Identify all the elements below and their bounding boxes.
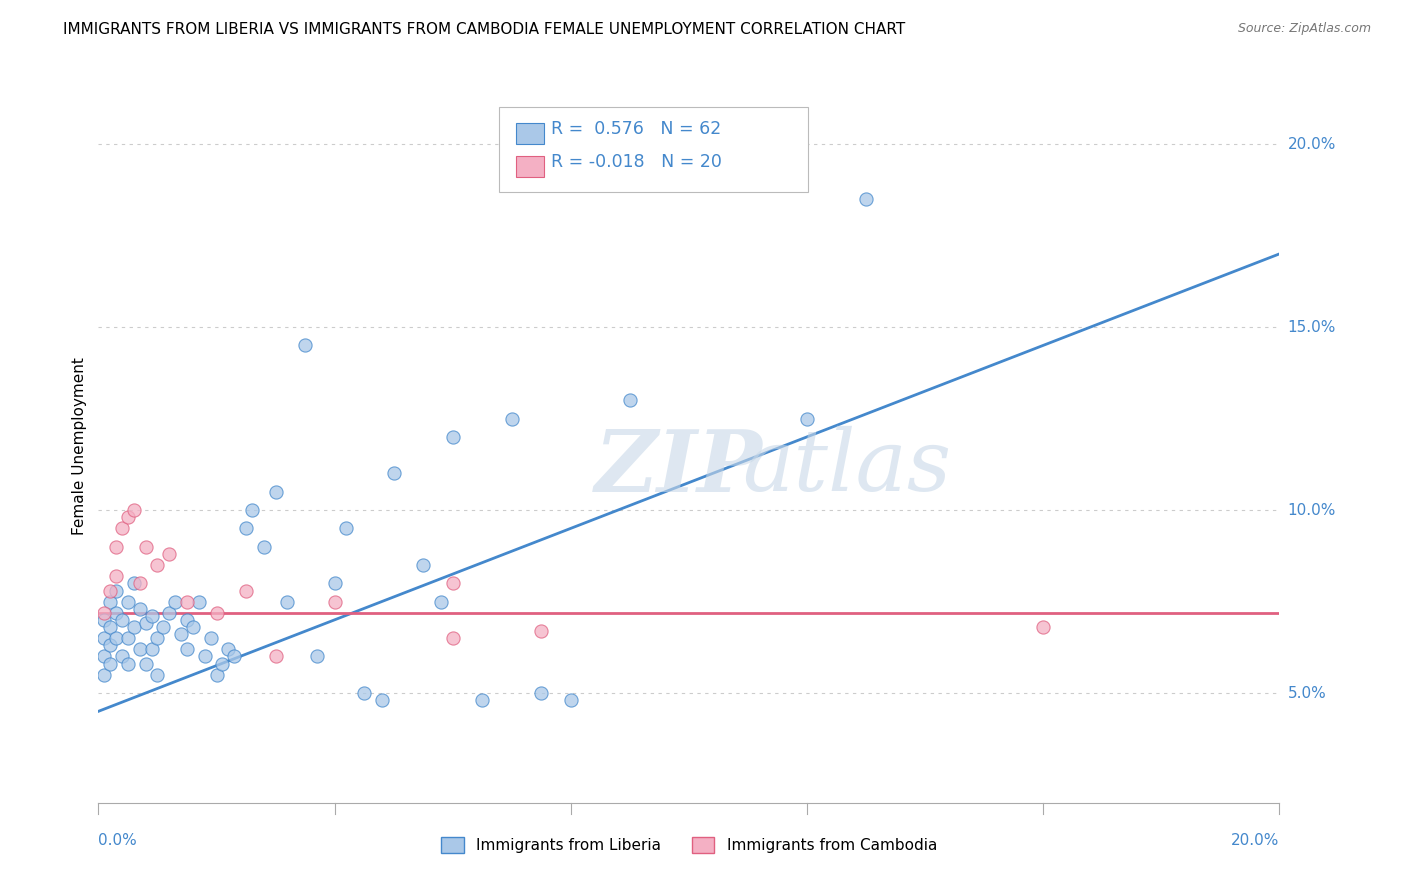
Text: 20.0%: 20.0% bbox=[1232, 833, 1279, 848]
Point bbox=[93, 667, 115, 681]
Point bbox=[117, 594, 139, 608]
Point bbox=[141, 609, 163, 624]
Point bbox=[264, 484, 287, 499]
Point bbox=[146, 558, 169, 572]
Point bbox=[181, 620, 204, 634]
Point bbox=[441, 631, 464, 645]
Point bbox=[176, 594, 198, 608]
Text: IMMIGRANTS FROM LIBERIA VS IMMIGRANTS FROM CAMBODIA FEMALE UNEMPLOYMENT CORRELAT: IMMIGRANTS FROM LIBERIA VS IMMIGRANTS FR… bbox=[63, 22, 905, 37]
Point bbox=[211, 657, 233, 671]
Point bbox=[441, 430, 464, 444]
Point bbox=[117, 510, 139, 524]
Point bbox=[205, 667, 228, 681]
Point bbox=[135, 540, 157, 554]
Point bbox=[530, 624, 553, 638]
Text: 20.0%: 20.0% bbox=[1288, 136, 1336, 152]
Point bbox=[353, 686, 375, 700]
Point bbox=[146, 631, 169, 645]
Point bbox=[105, 540, 128, 554]
Point bbox=[224, 649, 246, 664]
Point bbox=[146, 667, 169, 681]
Point bbox=[135, 616, 157, 631]
Point bbox=[235, 521, 257, 535]
Point bbox=[205, 606, 228, 620]
Legend: Immigrants from Liberia, Immigrants from Cambodia: Immigrants from Liberia, Immigrants from… bbox=[434, 831, 943, 859]
Point bbox=[276, 594, 298, 608]
Point bbox=[371, 693, 394, 707]
Point bbox=[323, 594, 346, 608]
Y-axis label: Female Unemployment: Female Unemployment bbox=[72, 357, 87, 535]
Point bbox=[187, 594, 209, 608]
Point bbox=[105, 606, 128, 620]
Text: 15.0%: 15.0% bbox=[1288, 319, 1336, 334]
Point bbox=[128, 602, 150, 616]
Point bbox=[152, 620, 174, 634]
Point bbox=[176, 613, 198, 627]
Point bbox=[105, 631, 128, 645]
Point bbox=[111, 521, 134, 535]
Point bbox=[98, 620, 121, 634]
Point bbox=[157, 547, 180, 561]
Point bbox=[796, 411, 818, 425]
Point bbox=[117, 631, 139, 645]
Point bbox=[157, 606, 180, 620]
Point bbox=[122, 503, 145, 517]
Point bbox=[98, 583, 121, 598]
Point bbox=[200, 631, 222, 645]
Point bbox=[430, 594, 453, 608]
Point bbox=[382, 467, 405, 481]
Point bbox=[235, 583, 257, 598]
Point bbox=[253, 540, 276, 554]
Point bbox=[135, 657, 157, 671]
Point bbox=[93, 606, 115, 620]
Text: atlas: atlas bbox=[742, 426, 952, 508]
Point bbox=[412, 558, 434, 572]
Point bbox=[471, 693, 494, 707]
Point bbox=[501, 411, 523, 425]
Text: 0.0%: 0.0% bbox=[98, 833, 138, 848]
Point bbox=[128, 576, 150, 591]
Text: R = -0.018   N = 20: R = -0.018 N = 20 bbox=[551, 153, 723, 171]
Point bbox=[560, 693, 582, 707]
Point bbox=[294, 338, 316, 352]
Point bbox=[98, 657, 121, 671]
Point bbox=[105, 583, 128, 598]
Point bbox=[128, 642, 150, 657]
Text: R =  0.576   N = 62: R = 0.576 N = 62 bbox=[551, 120, 721, 138]
Point bbox=[141, 642, 163, 657]
Text: ZIP: ZIP bbox=[595, 425, 762, 509]
Point bbox=[323, 576, 346, 591]
Point bbox=[530, 686, 553, 700]
Point bbox=[855, 192, 877, 206]
Point bbox=[111, 613, 134, 627]
Point bbox=[217, 642, 239, 657]
Point bbox=[165, 594, 187, 608]
Point bbox=[264, 649, 287, 664]
Point bbox=[305, 649, 328, 664]
Point bbox=[98, 594, 121, 608]
Point bbox=[176, 642, 198, 657]
Point bbox=[93, 649, 115, 664]
Point bbox=[619, 393, 641, 408]
Point bbox=[98, 639, 121, 653]
Point bbox=[93, 613, 115, 627]
Point bbox=[105, 569, 128, 583]
Text: Source: ZipAtlas.com: Source: ZipAtlas.com bbox=[1237, 22, 1371, 36]
Text: 10.0%: 10.0% bbox=[1288, 502, 1336, 517]
Point bbox=[335, 521, 357, 535]
Point bbox=[170, 627, 193, 641]
Point bbox=[93, 631, 115, 645]
Point bbox=[1032, 620, 1054, 634]
Text: 5.0%: 5.0% bbox=[1288, 686, 1326, 700]
Point bbox=[194, 649, 217, 664]
Point bbox=[117, 657, 139, 671]
Point bbox=[240, 503, 263, 517]
Point bbox=[122, 620, 145, 634]
Point bbox=[441, 576, 464, 591]
Point bbox=[122, 576, 145, 591]
Point bbox=[111, 649, 134, 664]
